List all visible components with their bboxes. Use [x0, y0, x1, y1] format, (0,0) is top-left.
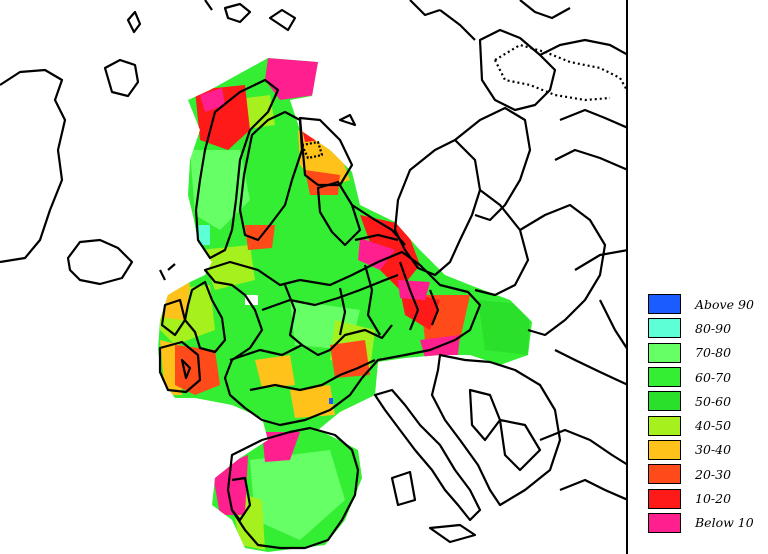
legend-item: 70-80 — [648, 341, 764, 365]
legend-item: 20-30 — [648, 462, 764, 486]
legend-swatch — [648, 342, 681, 363]
legend-swatch — [648, 439, 681, 460]
legend-label: 40-50 — [695, 418, 732, 434]
legend: Above 90 80-90 70-80 60-70 50-60 40-50 30-40 20… — [648, 292, 764, 535]
legend-item: 50-60 — [648, 389, 764, 413]
legend-swatch — [648, 318, 681, 339]
legend-item: 30-40 — [648, 438, 764, 462]
legend-label: Above 90 — [695, 296, 754, 312]
legend-label: Below 10 — [695, 515, 754, 531]
legend-swatch — [648, 294, 681, 315]
legend-label: 70-80 — [695, 345, 732, 361]
legend-swatch — [648, 512, 681, 533]
legend-label: 50-60 — [695, 393, 732, 409]
legend-swatch — [648, 367, 681, 388]
legend-item: Below 10 — [648, 511, 764, 535]
map-panel — [0, 0, 628, 554]
borders — [0, 0, 626, 550]
legend-item: 60-70 — [648, 365, 764, 389]
europe-map — [0, 0, 626, 552]
legend-label: 20-30 — [695, 466, 732, 482]
legend-item: 80-90 — [648, 316, 764, 340]
legend-swatch — [648, 391, 681, 412]
legend-label: 60-70 — [695, 369, 732, 385]
data-coverage — [158, 58, 532, 552]
legend-item: 10-20 — [648, 486, 764, 510]
legend-item: 40-50 — [648, 413, 764, 437]
legend-item: Above 90 — [648, 292, 764, 316]
legend-swatch — [648, 464, 681, 485]
legend-swatch — [648, 488, 681, 509]
legend-label: 10-20 — [695, 491, 732, 507]
legend-label: 30-40 — [695, 442, 732, 458]
legend-swatch — [648, 415, 681, 436]
legend-label: 80-90 — [695, 320, 732, 336]
